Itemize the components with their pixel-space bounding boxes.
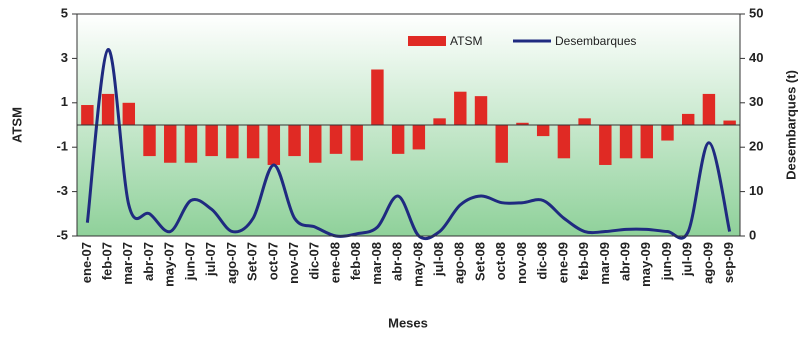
x-tick-label: Set-07 xyxy=(245,242,260,281)
bar xyxy=(122,102,136,125)
x-tick-label: ago-09 xyxy=(700,242,715,284)
bar xyxy=(681,113,695,125)
y-tick-label: -5 xyxy=(56,227,68,242)
bar xyxy=(288,125,301,157)
plot-border xyxy=(76,13,741,237)
x-tick-label: may-09 xyxy=(638,242,653,287)
x-tick-label: nov-08 xyxy=(514,242,529,284)
bar xyxy=(578,118,591,125)
bar xyxy=(391,125,405,154)
bar xyxy=(474,96,488,125)
bar xyxy=(267,125,281,165)
line xyxy=(85,48,732,241)
x-axis-title: Meses xyxy=(388,315,428,330)
bar xyxy=(433,118,446,125)
bar xyxy=(454,91,467,125)
bar xyxy=(599,125,612,165)
x-tick-label: feb-07 xyxy=(100,242,115,280)
bar xyxy=(495,125,508,163)
x-tick-label: dic-07 xyxy=(307,242,322,280)
x-tick-label: ago-08 xyxy=(452,242,467,284)
bar xyxy=(723,120,736,125)
bar xyxy=(412,125,426,150)
x-tick-label: Set-08 xyxy=(472,242,487,281)
legend-label: ATSM xyxy=(450,34,482,48)
y2-tick-label: 20 xyxy=(749,139,763,154)
bar xyxy=(246,125,260,159)
bar xyxy=(536,125,550,137)
bar xyxy=(309,125,322,163)
y2-tick-label: 30 xyxy=(749,94,763,109)
bar xyxy=(205,125,218,157)
bar xyxy=(661,125,674,141)
bar xyxy=(371,69,384,125)
x-tick-label: jun-09 xyxy=(659,242,674,281)
y2-axis-title: Desembarques (t) xyxy=(783,70,798,180)
bar xyxy=(143,125,156,157)
y2-tick-label: 50 xyxy=(749,5,763,20)
x-tick-label: feb-08 xyxy=(348,242,363,280)
bar xyxy=(164,125,177,163)
x-tick-label: oct-08 xyxy=(493,242,508,280)
x-tick-label: mar-07 xyxy=(120,242,135,285)
x-tick-label: mar-09 xyxy=(597,242,612,285)
y-axis-title: ATSM xyxy=(9,107,24,143)
x-tick-label: feb-09 xyxy=(576,242,591,280)
y2-tick-label: 10 xyxy=(749,183,763,198)
y-tick-label: -1 xyxy=(56,139,68,154)
x-tick-label: jul-09 xyxy=(680,242,695,277)
x-tick-label: ene-09 xyxy=(555,242,570,283)
y2-tick-label: 0 xyxy=(749,227,756,242)
legend-swatch xyxy=(408,36,446,46)
bar xyxy=(557,125,571,159)
bar xyxy=(184,125,198,163)
legend-label: Desembarques xyxy=(555,34,636,48)
y-tick-label: -3 xyxy=(56,183,68,198)
y-tick-label: 5 xyxy=(61,5,68,20)
x-tick-label: abr-07 xyxy=(141,242,156,281)
x-tick-label: nov-07 xyxy=(286,242,301,284)
bar xyxy=(81,105,94,125)
bar xyxy=(226,125,239,159)
x-tick-label: jul-08 xyxy=(431,242,446,277)
x-tick-label: abr-08 xyxy=(390,242,405,281)
bar xyxy=(329,125,343,154)
x-tick-label: ene-07 xyxy=(79,242,94,283)
bar xyxy=(101,93,115,125)
bar xyxy=(619,125,633,159)
x-tick-label: sep-09 xyxy=(721,242,736,283)
bar xyxy=(350,125,363,161)
bar xyxy=(516,122,529,125)
y-tick-label: 3 xyxy=(61,50,68,65)
bar xyxy=(702,93,716,125)
x-tick-label: ene-08 xyxy=(327,242,342,283)
x-tick-label: mar-08 xyxy=(369,242,384,285)
x-tick-label: abr-09 xyxy=(617,242,632,281)
y-tick-label: 1 xyxy=(61,94,68,109)
bar xyxy=(640,125,653,159)
x-tick-label: may-07 xyxy=(162,242,177,287)
x-tick-label: may-08 xyxy=(410,242,425,287)
y2-tick-label: 40 xyxy=(749,50,763,65)
x-tick-label: jun-07 xyxy=(182,242,197,281)
x-tick-label: oct-07 xyxy=(265,242,280,280)
x-tick-label: jul-07 xyxy=(203,242,218,277)
x-tick-label: ago-07 xyxy=(224,242,239,284)
x-tick-label: dic-08 xyxy=(535,242,550,280)
